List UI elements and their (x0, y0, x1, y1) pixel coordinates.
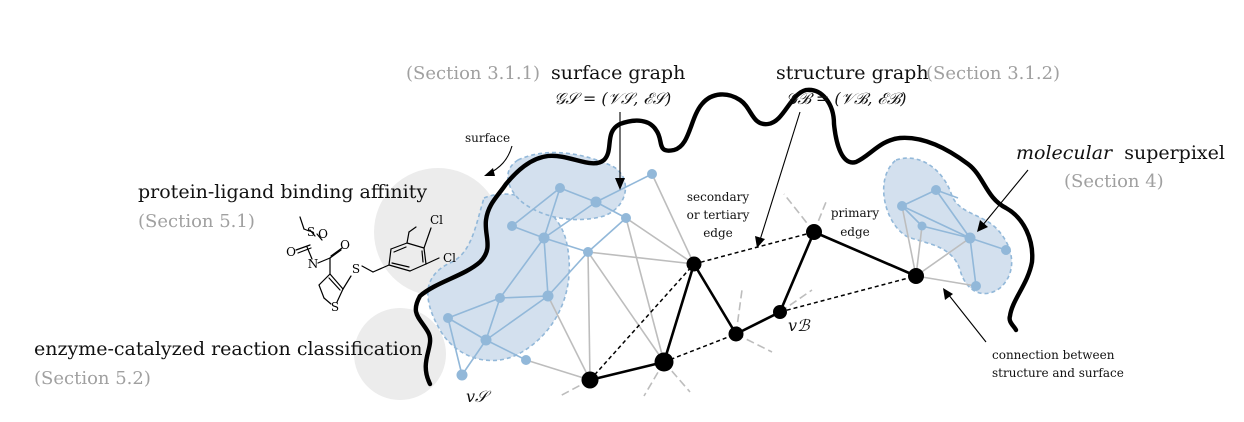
secondary-edge-label: or tertiary (687, 208, 750, 222)
structure-graph-formula: 𝒢ℬ = (𝒱ℬ, ℰℬ) (786, 89, 906, 108)
surface-node (538, 232, 550, 244)
atom-label: O (318, 227, 328, 241)
surface-node (443, 313, 453, 323)
surface-node (456, 369, 468, 381)
surface-node (897, 201, 907, 211)
atom-label: O (340, 238, 350, 252)
surface-node (521, 355, 531, 365)
arrowhead-connection (943, 288, 953, 300)
surface-node (1001, 245, 1011, 255)
atom-label: S (331, 300, 339, 314)
enzyme-label: enzyme-catalyzed reaction classification (34, 338, 422, 360)
surface-graph-label: surface graph (551, 62, 685, 84)
surface-node (555, 183, 565, 193)
section-5-1-label: (Section 5.1) (138, 211, 255, 232)
structure-node (773, 305, 787, 319)
atom-label: S (352, 262, 360, 276)
arrowhead-structure-graph (755, 236, 765, 248)
molecular-superpixel-label: molecular superpixel (1016, 142, 1225, 164)
structure-node (908, 268, 924, 284)
v-b-label: vℬ (788, 316, 811, 335)
molecular-word: molecular (1016, 142, 1114, 164)
superpixel-word: superpixel (1124, 142, 1225, 164)
arrowhead-surface-graph (615, 178, 625, 190)
arrowhead-molecular-superpixel (977, 220, 988, 232)
secondary-edge-label: secondary (687, 190, 750, 204)
surface-node (495, 293, 505, 303)
surface-node (583, 247, 593, 257)
arrow-molecular-superpixel (981, 169, 1029, 227)
surface-node (480, 334, 492, 346)
v-s-label: v𝒮 (466, 387, 492, 406)
structure-node (654, 352, 674, 372)
surface-node (964, 232, 976, 244)
ligand-molecule (295, 216, 440, 305)
surface-node (590, 196, 602, 208)
atom-label: Cl (430, 213, 443, 227)
surface-node (542, 290, 554, 302)
section-3-1-2-label: (Section 3.1.2) (926, 63, 1060, 84)
arrow-connection (947, 293, 987, 343)
surface-region-left (427, 193, 571, 362)
structure-nodes (581, 224, 924, 389)
section-5-2-label: (Section 5.2) (34, 368, 151, 389)
surface-node (931, 185, 941, 195)
surface-nodes (443, 169, 1011, 381)
section-4-label: (Section 4) (1064, 171, 1164, 192)
primary-edge-label: primary (831, 206, 880, 220)
secondary-edges (589, 231, 917, 381)
structure-node (686, 256, 702, 272)
primary-edge-label: edge (840, 225, 870, 239)
surface-graph-formula: 𝒢𝒮 = (𝒱𝒮, ℰ𝒮) (554, 89, 671, 108)
connection-label: structure and surface (992, 366, 1124, 380)
surface-node (621, 213, 631, 223)
protein-surface-boundary (413, 87, 1035, 387)
arrowhead-surface (484, 168, 495, 176)
section-3-1-1-label: (Section 3.1.1) (406, 63, 540, 84)
surface-node (507, 221, 517, 231)
surface-node (647, 169, 657, 179)
atom-label: O (286, 245, 296, 259)
structure-graph-label: structure graph (776, 62, 929, 84)
arrow-structure-graph (759, 111, 801, 241)
protein-ligand-label: protein-ligand binding affinity (138, 181, 427, 203)
primary-edges (588, 230, 918, 382)
secondary-edge-label: edge (703, 226, 733, 240)
surface-node (971, 281, 981, 291)
structure-node (806, 224, 822, 240)
structure-node (728, 326, 744, 342)
atom-label: S (307, 225, 315, 239)
atom-label: N (308, 257, 319, 271)
arrowheads (484, 168, 988, 300)
surface-node (917, 221, 927, 231)
surface-edges (447, 173, 1007, 376)
atom-label: Cl (443, 251, 456, 265)
structure-node (581, 371, 599, 389)
ligand-atoms: S O O N O S S Cl Cl (286, 213, 456, 314)
task-circle-enzyme (354, 308, 446, 400)
surface-region-right (882, 157, 1013, 295)
connection-label: connection between (992, 348, 1115, 362)
surface-label: surface (465, 131, 510, 145)
